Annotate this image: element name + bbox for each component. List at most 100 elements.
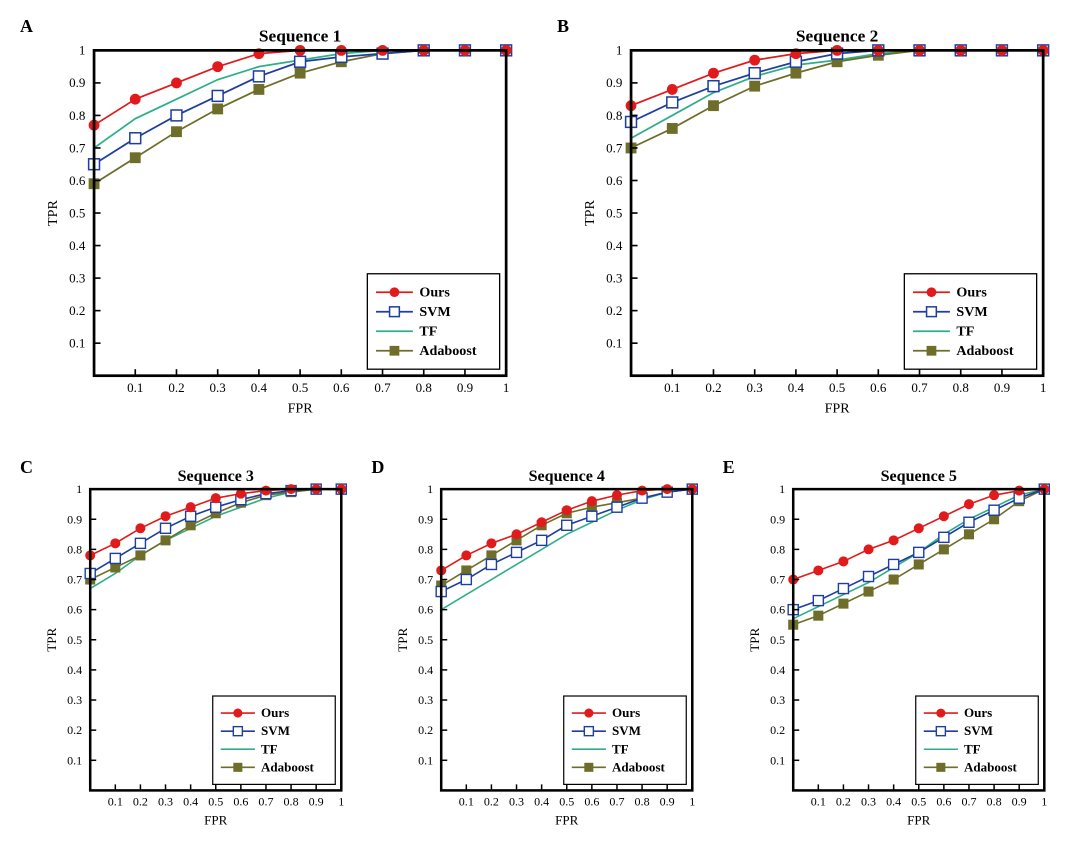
xtick-label: 0.8 [953,380,969,395]
ytick-label: 0.7 [67,573,82,587]
legend: OursSVMTFAdaboost [564,696,687,784]
ytick-label: 0.9 [606,75,622,90]
panel-label-a: A [20,16,33,37]
ytick-label: 0.4 [606,238,623,253]
xtick-label: 1 [1040,380,1047,395]
ytick-label: 0.5 [606,205,622,220]
xtick-label: 1 [338,795,344,809]
xtick-label: 0.9 [660,795,675,809]
ytick-label: 0.1 [418,754,433,768]
xlabel: FPR [204,813,228,828]
ytick-label: 0.2 [770,723,785,737]
legend-label-tf: TF [956,324,974,340]
ytick-label: 0.4 [69,238,86,253]
roc-chart: 0.10.20.30.40.50.60.70.80.910.10.20.30.4… [42,461,351,833]
ylabel: TPR [747,628,762,652]
xtick-label: 0.1 [108,795,123,809]
ytick-label: 0.3 [418,693,433,707]
xtick-label: 0.1 [664,380,680,395]
legend-label-tf: TF [419,324,437,340]
xtick-label: 0.4 [534,795,549,809]
xtick-label: 0.9 [309,795,324,809]
xtick-label: 0.8 [416,380,432,395]
ytick-label: 1 [79,43,86,58]
panel-label-d: D [371,457,384,478]
xtick-label: 0.9 [457,380,473,395]
ytick-label: 0.3 [67,693,82,707]
legend: OursSVMTFAdaboost [367,274,499,369]
ytick-label: 0.9 [69,75,85,90]
xtick-label: 0.3 [861,795,876,809]
xtick-label: 0.2 [705,380,721,395]
xtick-label: 0.9 [1011,795,1026,809]
ytick-label: 1 [616,43,623,58]
chart-d: 0.10.20.30.40.50.60.70.80.910.10.20.30.4… [393,461,702,833]
legend-label-tf: TF [261,742,278,757]
legend-label-svm: SVM [964,723,993,738]
xtick-label: 0.2 [484,795,499,809]
xtick-label: 0.7 [610,795,625,809]
ytick-label: 0.6 [67,603,82,617]
ytick-label: 0.3 [770,693,785,707]
ylabel: TPR [45,200,61,226]
ytick-label: 0.7 [418,573,433,587]
xtick-label: 1 [690,795,696,809]
chart-title: Sequence 2 [796,27,878,46]
xtick-label: 0.6 [870,380,887,395]
legend: OursSVMTFAdaboost [904,274,1036,369]
ytick-label: 0.8 [770,543,785,557]
ytick-label: 0.5 [67,633,82,647]
xtick-label: 0.2 [133,795,148,809]
roc-chart: 0.10.20.30.40.50.60.70.80.910.10.20.30.4… [745,461,1054,833]
chart-b: 0.10.20.30.40.50.60.70.80.910.10.20.30.4… [579,20,1054,421]
ytick-label: 0.8 [69,108,85,123]
roc-chart: 0.10.20.30.40.50.60.70.80.910.10.20.30.4… [42,20,517,421]
ytick-label: 0.7 [606,140,623,155]
ytick-label: 0.9 [770,513,785,527]
ytick-label: 0.2 [418,723,433,737]
xtick-label: 0.7 [911,380,928,395]
ytick-label: 0.8 [606,108,622,123]
xtick-label: 0.6 [333,380,350,395]
ytick-label: 0.1 [69,336,85,351]
roc-chart: 0.10.20.30.40.50.60.70.80.910.10.20.30.4… [393,461,702,833]
chart-title: Sequence 4 [529,468,605,485]
ytick-label: 1 [779,482,785,496]
xtick-label: 0.3 [210,380,226,395]
legend-label-adaboost: Adaboost [612,760,666,775]
ytick-label: 0.2 [67,723,82,737]
ylabel: TPR [44,628,59,652]
ylabel: TPR [582,200,598,226]
chart-e: 0.10.20.30.40.50.60.70.80.910.10.20.30.4… [745,461,1054,833]
ytick-label: 0.8 [418,543,433,557]
xtick-label: 0.2 [836,795,851,809]
panel-e: E 0.10.20.30.40.50.60.70.80.910.10.20.30… [723,461,1054,833]
ylabel: TPR [395,628,410,652]
ytick-label: 1 [76,482,82,496]
panel-c: C 0.10.20.30.40.50.60.70.80.910.10.20.30… [20,461,351,833]
ytick-label: 0.4 [67,663,82,677]
ytick-label: 0.5 [69,205,85,220]
xtick-label: 0.8 [635,795,650,809]
xtick-label: 0.9 [994,380,1010,395]
chart-title: Sequence 3 [178,468,254,485]
legend: OursSVMTFAdaboost [213,696,336,784]
xlabel: FPR [825,401,851,417]
ytick-label: 0.1 [770,754,785,768]
legend-label-adaboost: Adaboost [964,760,1018,775]
ytick-label: 0.1 [67,754,82,768]
legend: OursSVMTFAdaboost [915,696,1038,784]
chart-c: 0.10.20.30.40.50.60.70.80.910.10.20.30.4… [42,461,351,833]
panel-b: B 0.10.20.30.40.50.60.70.80.910.10.20.30… [557,20,1054,421]
xlabel: FPR [555,813,579,828]
ytick-label: 0.6 [606,173,623,188]
xtick-label: 0.8 [284,795,299,809]
xtick-label: 0.4 [788,380,805,395]
xlabel: FPR [288,401,314,417]
ytick-label: 0.8 [67,543,82,557]
xtick-label: 0.6 [936,795,951,809]
xtick-label: 0.5 [208,795,223,809]
ytick-label: 0.5 [770,633,785,647]
xtick-label: 0.3 [747,380,763,395]
xtick-label: 0.8 [986,795,1001,809]
